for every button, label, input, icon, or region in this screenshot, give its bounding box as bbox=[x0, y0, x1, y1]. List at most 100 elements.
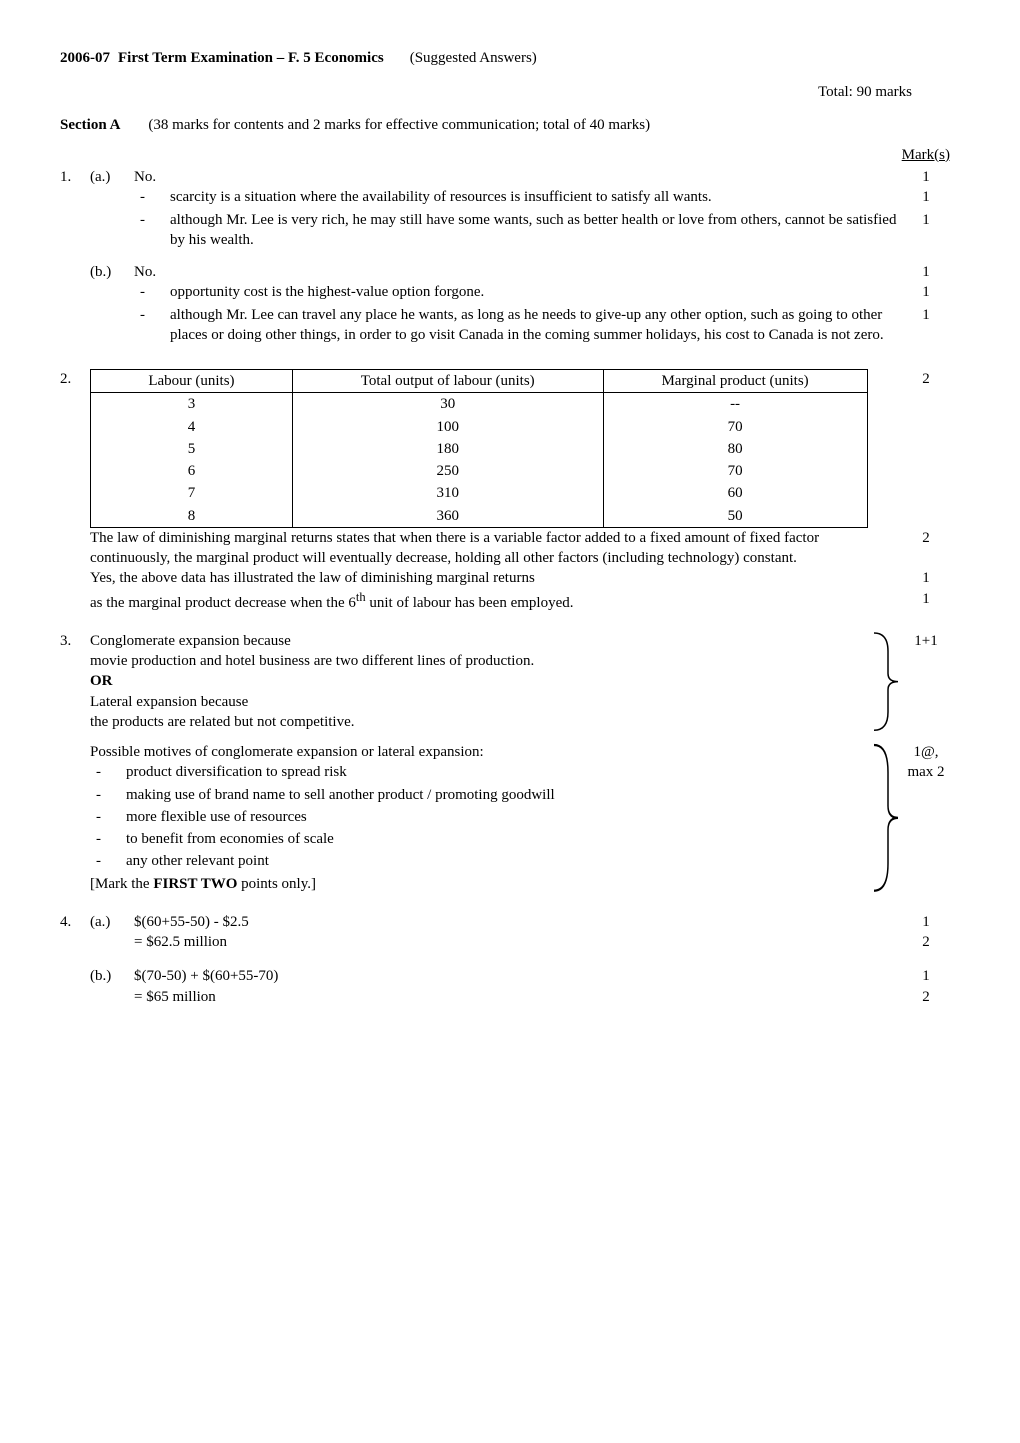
q3-line4: the products are related but not competi… bbox=[90, 712, 866, 732]
q1b-answer: No. bbox=[134, 262, 900, 282]
q1b-point2-mark: 1 bbox=[900, 305, 952, 325]
list-item: -any other relevant point bbox=[90, 851, 866, 871]
section-a-label: Section A bbox=[60, 115, 120, 135]
q1a-answer: No. bbox=[134, 167, 900, 187]
q1a-point2: although Mr. Lee is very rich, he may st… bbox=[170, 210, 900, 251]
q3-motive-text: product diversification to spread risk bbox=[126, 762, 866, 782]
table-cell: -- bbox=[603, 393, 867, 416]
q3-line1: Conglomerate expansion because bbox=[90, 631, 866, 651]
q4a-line2: = $62.5 million bbox=[134, 932, 900, 952]
list-item: -making use of brand name to sell anothe… bbox=[90, 785, 866, 805]
table-row: 625070 bbox=[91, 460, 868, 482]
q4a-label: (a.) bbox=[90, 912, 134, 932]
dash-icon: - bbox=[90, 807, 126, 827]
table-cell: 310 bbox=[292, 482, 603, 504]
q3-line2: movie production and hotel business are … bbox=[90, 651, 866, 671]
q2-table-mark: 2 bbox=[900, 369, 952, 389]
table-cell: 80 bbox=[603, 438, 867, 460]
q2-th-2: Marginal product (units) bbox=[603, 370, 867, 393]
table-cell: 6 bbox=[91, 460, 293, 482]
q2-para3: as the marginal product decrease when th… bbox=[90, 589, 900, 613]
q1a-mark: 1 bbox=[900, 167, 952, 187]
q1a-point1-mark: 1 bbox=[900, 187, 952, 207]
table-cell: 70 bbox=[603, 460, 867, 482]
q2-para1: The law of diminishing marginal returns … bbox=[90, 528, 900, 569]
list-item: -to benefit from economies of scale bbox=[90, 829, 866, 849]
q1a-point1: scarcity is a situation where the availa… bbox=[170, 187, 900, 207]
q3-motive-text: to benefit from economies of scale bbox=[126, 829, 866, 849]
q1b-point2: although Mr. Lee can travel any place he… bbox=[170, 305, 900, 346]
table-cell: 7 bbox=[91, 482, 293, 504]
q3-motive-text: making use of brand name to sell another… bbox=[126, 785, 866, 805]
list-item: -product diversification to spread risk bbox=[90, 762, 866, 782]
q4b-mark1: 1 bbox=[900, 966, 952, 986]
table-cell: 30 bbox=[292, 393, 603, 416]
q4a-mark1: 1 bbox=[900, 912, 952, 932]
table-cell: 70 bbox=[603, 416, 867, 438]
marks-header: Mark(s) bbox=[60, 145, 952, 165]
q3-motive-text: any other relevant point bbox=[126, 851, 866, 871]
q1b-point1-mark: 1 bbox=[900, 282, 952, 302]
q1b-point1: opportunity cost is the highest-value op… bbox=[170, 282, 900, 302]
q4b-line1: $(70-50) + $(60+55-70) bbox=[134, 966, 900, 986]
table-cell: 60 bbox=[603, 482, 867, 504]
q2-th-1: Total output of labour (units) bbox=[292, 370, 603, 393]
table-cell: 100 bbox=[292, 416, 603, 438]
doc-title: First Term Examination – F. 5 Economics bbox=[118, 48, 384, 68]
dash-icon: - bbox=[134, 305, 170, 325]
dash-icon: - bbox=[90, 851, 126, 871]
q4-number: 4. bbox=[60, 912, 90, 932]
q1b-label: (b.) bbox=[90, 262, 134, 282]
table-cell: 360 bbox=[292, 505, 603, 528]
dash-icon: - bbox=[90, 762, 126, 782]
q3-number: 3. bbox=[60, 631, 90, 651]
q2-th-0: Labour (units) bbox=[91, 370, 293, 393]
table-cell: 5 bbox=[91, 438, 293, 460]
table-cell: 4 bbox=[91, 416, 293, 438]
q3-motives-note: [Mark the FIRST TWO points only.] bbox=[90, 874, 866, 894]
q2-para1-mark: 2 bbox=[900, 528, 952, 548]
total-marks: Total: 90 marks bbox=[60, 82, 952, 102]
table-cell: 3 bbox=[91, 393, 293, 416]
doc-year: 2006-07 bbox=[60, 48, 110, 68]
doc-suffix: (Suggested Answers) bbox=[410, 48, 537, 68]
q1-number: 1. bbox=[60, 167, 90, 187]
dash-icon: - bbox=[134, 187, 170, 207]
q4a-mark2: 2 bbox=[900, 932, 952, 952]
table-row: 518080 bbox=[91, 438, 868, 460]
dash-icon: - bbox=[90, 785, 126, 805]
q2-table: Labour (units) Total output of labour (u… bbox=[90, 369, 868, 528]
list-item: -more flexible use of resources bbox=[90, 807, 866, 827]
table-row: 410070 bbox=[91, 416, 868, 438]
q4b-label: (b.) bbox=[90, 966, 134, 986]
table-row: 731060 bbox=[91, 482, 868, 504]
table-row: 330-- bbox=[91, 393, 868, 416]
q3-or: OR bbox=[90, 671, 866, 691]
table-cell: 180 bbox=[292, 438, 603, 460]
q1a-label: (a.) bbox=[90, 167, 134, 187]
table-cell: 8 bbox=[91, 505, 293, 528]
brace-icon bbox=[870, 742, 900, 894]
q2-para3-mark: 1 bbox=[900, 589, 952, 609]
dash-icon: - bbox=[134, 282, 170, 302]
q3-or-mark: 1+1 bbox=[900, 631, 952, 651]
dash-icon: - bbox=[90, 829, 126, 849]
q1b-mark: 1 bbox=[900, 262, 952, 282]
section-a-note: (38 marks for contents and 2 marks for e… bbox=[148, 115, 650, 135]
q2-para2: Yes, the above data has illustrated the … bbox=[90, 568, 900, 588]
q4b-line2: = $65 million bbox=[134, 987, 900, 1007]
q2-para2-mark: 1 bbox=[900, 568, 952, 588]
q3-motive-text: more flexible use of resources bbox=[126, 807, 866, 827]
q4b-mark2: 2 bbox=[900, 987, 952, 1007]
q3-motives-intro: Possible motives of conglomerate expansi… bbox=[90, 742, 866, 762]
table-cell: 50 bbox=[603, 505, 867, 528]
brace-icon bbox=[870, 631, 900, 732]
table-cell: 250 bbox=[292, 460, 603, 482]
dash-icon: - bbox=[134, 210, 170, 230]
q3-line3: Lateral expansion because bbox=[90, 692, 866, 712]
q3-motives-mark: 1@, max 2 bbox=[900, 742, 952, 783]
q2-number: 2. bbox=[60, 369, 90, 389]
q1a-point2-mark: 1 bbox=[900, 210, 952, 230]
table-row: 836050 bbox=[91, 505, 868, 528]
q4a-line1: $(60+55-50) - $2.5 bbox=[134, 912, 900, 932]
